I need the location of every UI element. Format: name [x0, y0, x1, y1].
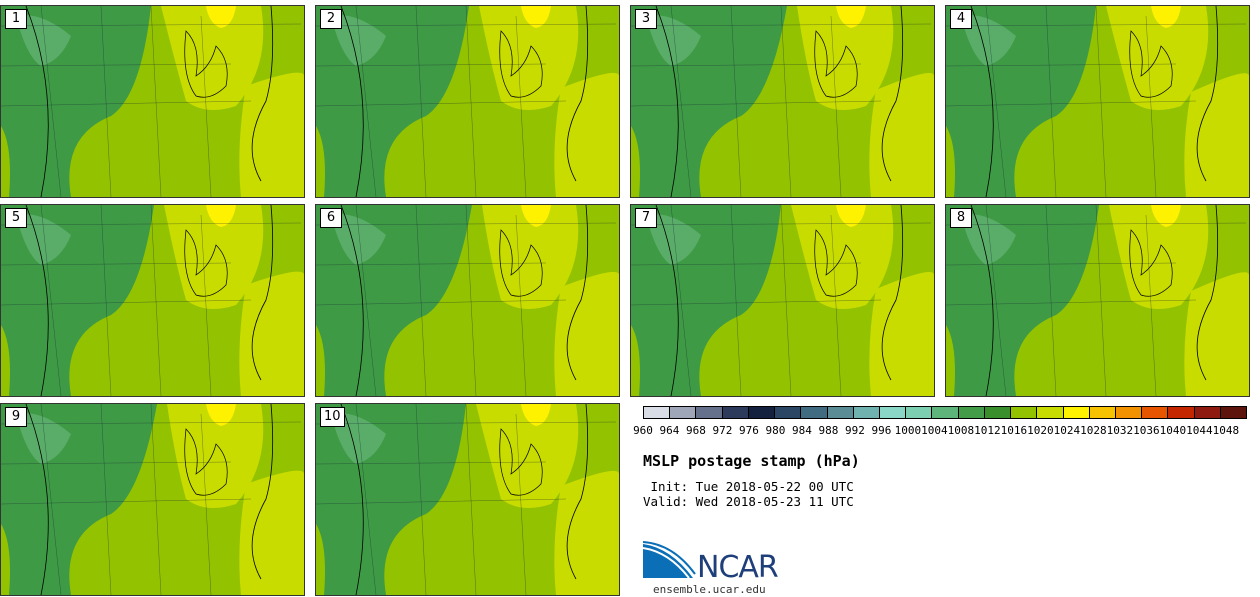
colorbar-segment	[853, 407, 880, 418]
ensemble-url: ensemble.ucar.edu	[653, 583, 766, 596]
colorbar-segment	[1142, 407, 1169, 418]
member-number: 9	[5, 407, 27, 427]
member-number: 7	[635, 208, 657, 228]
colorbar-segment	[696, 407, 723, 418]
colorbar-tick: 1004	[921, 424, 948, 437]
member-number: 1	[5, 9, 27, 29]
colorbar-tick-labels: 960 964 968 972 976 980 984 988 992 996 1000 1004 10…	[632, 424, 1252, 438]
chart-title: MSLP postage stamp (hPa)	[643, 452, 860, 470]
ensemble-member-map[interactable]: 5	[0, 204, 305, 397]
ncar-wordmark: NCAR	[697, 550, 779, 585]
colorbar-segment	[801, 407, 828, 418]
colorbar-tick: 1040	[1159, 424, 1187, 437]
ensemble-member-map[interactable]: 1	[0, 5, 305, 198]
ncar-logo-icon	[643, 541, 696, 579]
ensemble-member-map[interactable]: 8	[945, 204, 1250, 397]
colorbar-tick: 968	[686, 424, 706, 437]
ensemble-member-map[interactable]: 2	[315, 5, 620, 198]
ensemble-member-map[interactable]: 10	[315, 403, 620, 596]
colorbar-segment	[775, 407, 802, 418]
ensemble-member-map[interactable]: 3	[630, 5, 935, 198]
colorbar-tick: 1024	[1053, 424, 1081, 437]
pressure-colorbar	[643, 406, 1247, 419]
ensemble-member-map[interactable]: 6	[315, 204, 620, 397]
mslp-field	[316, 205, 619, 396]
colorbar-tick: 1044	[1186, 424, 1213, 437]
colorbar-segment	[906, 407, 933, 418]
member-number: 3	[635, 9, 657, 29]
mslp-field	[631, 6, 934, 197]
colorbar-tick: 1000	[894, 424, 922, 437]
colorbar-segment	[670, 407, 697, 418]
mslp-field	[1, 6, 304, 197]
colorbar-segment	[1220, 407, 1247, 418]
member-number: 10	[320, 407, 345, 427]
colorbar-tick: 996	[871, 424, 892, 437]
mslp-field	[1, 404, 304, 595]
colorbar-segment	[879, 407, 907, 418]
colorbar-segment	[1168, 407, 1195, 418]
ensemble-member-map[interactable]: 9	[0, 403, 305, 596]
colorbar-tick: 1028	[1080, 424, 1107, 437]
colorbar-segment	[984, 407, 1012, 418]
colorbar-segment	[722, 407, 749, 418]
mslp-field	[946, 6, 1249, 197]
colorbar-segment	[1089, 407, 1116, 418]
colorbar-tick: 960	[633, 424, 653, 437]
ensemble-member-map[interactable]: 7	[630, 204, 935, 397]
valid-time: Valid: Wed 2018-05-23 11 UTC	[643, 494, 854, 509]
colorbar-segment	[958, 407, 985, 418]
colorbar-segment	[932, 407, 959, 418]
colorbar-tick: 1016	[1000, 424, 1028, 437]
colorbar-tick: 984	[792, 424, 812, 437]
colorbar-tick: 988	[818, 424, 839, 437]
mslp-field	[316, 404, 619, 595]
member-number: 6	[320, 208, 342, 228]
member-number: 4	[950, 9, 972, 29]
colorbar-tick: 1048	[1212, 424, 1240, 437]
colorbar-segment	[1011, 407, 1038, 418]
member-number: 8	[950, 208, 972, 228]
colorbar-tick: 980	[765, 424, 786, 437]
colorbar-tick: 992	[845, 424, 865, 437]
colorbar-segment	[827, 407, 854, 418]
mslp-field	[1, 205, 304, 396]
colorbar-tick: 1036	[1133, 424, 1160, 437]
member-number: 2	[320, 9, 342, 29]
mslp-field	[631, 205, 934, 396]
colorbar-tick: 1012	[974, 424, 1001, 437]
ensemble-member-map[interactable]: 4	[945, 5, 1250, 198]
colorbar-tick: 976	[739, 424, 759, 437]
colorbar-tick: 972	[712, 424, 733, 437]
mslp-field	[946, 205, 1249, 396]
colorbar-segment	[1115, 407, 1143, 418]
colorbar-segment	[1037, 407, 1064, 418]
colorbar-segment	[1194, 407, 1221, 418]
colorbar-tick: 1020	[1027, 424, 1054, 437]
init-time: Init: Tue 2018-05-22 00 UTC	[643, 479, 854, 494]
mslp-field	[316, 6, 619, 197]
colorbar-segment	[644, 407, 671, 418]
colorbar-segment	[1063, 407, 1090, 418]
colorbar-tick: 964	[659, 424, 680, 437]
colorbar-tick: 1032	[1106, 424, 1134, 437]
colorbar-segment	[748, 407, 776, 418]
member-number: 5	[5, 208, 27, 228]
colorbar-tick: 1008	[947, 424, 975, 437]
